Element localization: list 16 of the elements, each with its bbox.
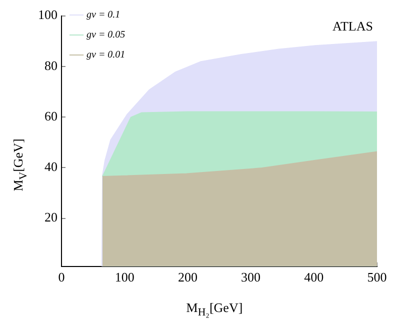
x-tick-label: 0 bbox=[58, 270, 65, 285]
x-tick-label: 100 bbox=[114, 270, 134, 285]
x-tick-label: 400 bbox=[304, 270, 324, 285]
legend-label: gv = 0.01 bbox=[86, 50, 126, 61]
x-tick-label: 300 bbox=[241, 270, 261, 285]
y-tick-label: 100 bbox=[38, 7, 58, 22]
x-axis-title: M$_{H₂}$[GeV] bbox=[185, 300, 244, 319]
annotation: ATLAS bbox=[332, 18, 373, 34]
legend-label: gv = 0.1 bbox=[86, 10, 120, 21]
legend-label: gv = 0.05 bbox=[86, 30, 126, 41]
y-tick-label: 60 bbox=[44, 108, 58, 124]
x-tick-label: 500 bbox=[367, 270, 387, 285]
x-tick-label: 200 bbox=[178, 270, 198, 285]
y-tick-label: 40 bbox=[44, 159, 58, 174]
y-tick-label: 20 bbox=[44, 210, 58, 225]
y-tick-label: 80 bbox=[44, 58, 58, 73]
